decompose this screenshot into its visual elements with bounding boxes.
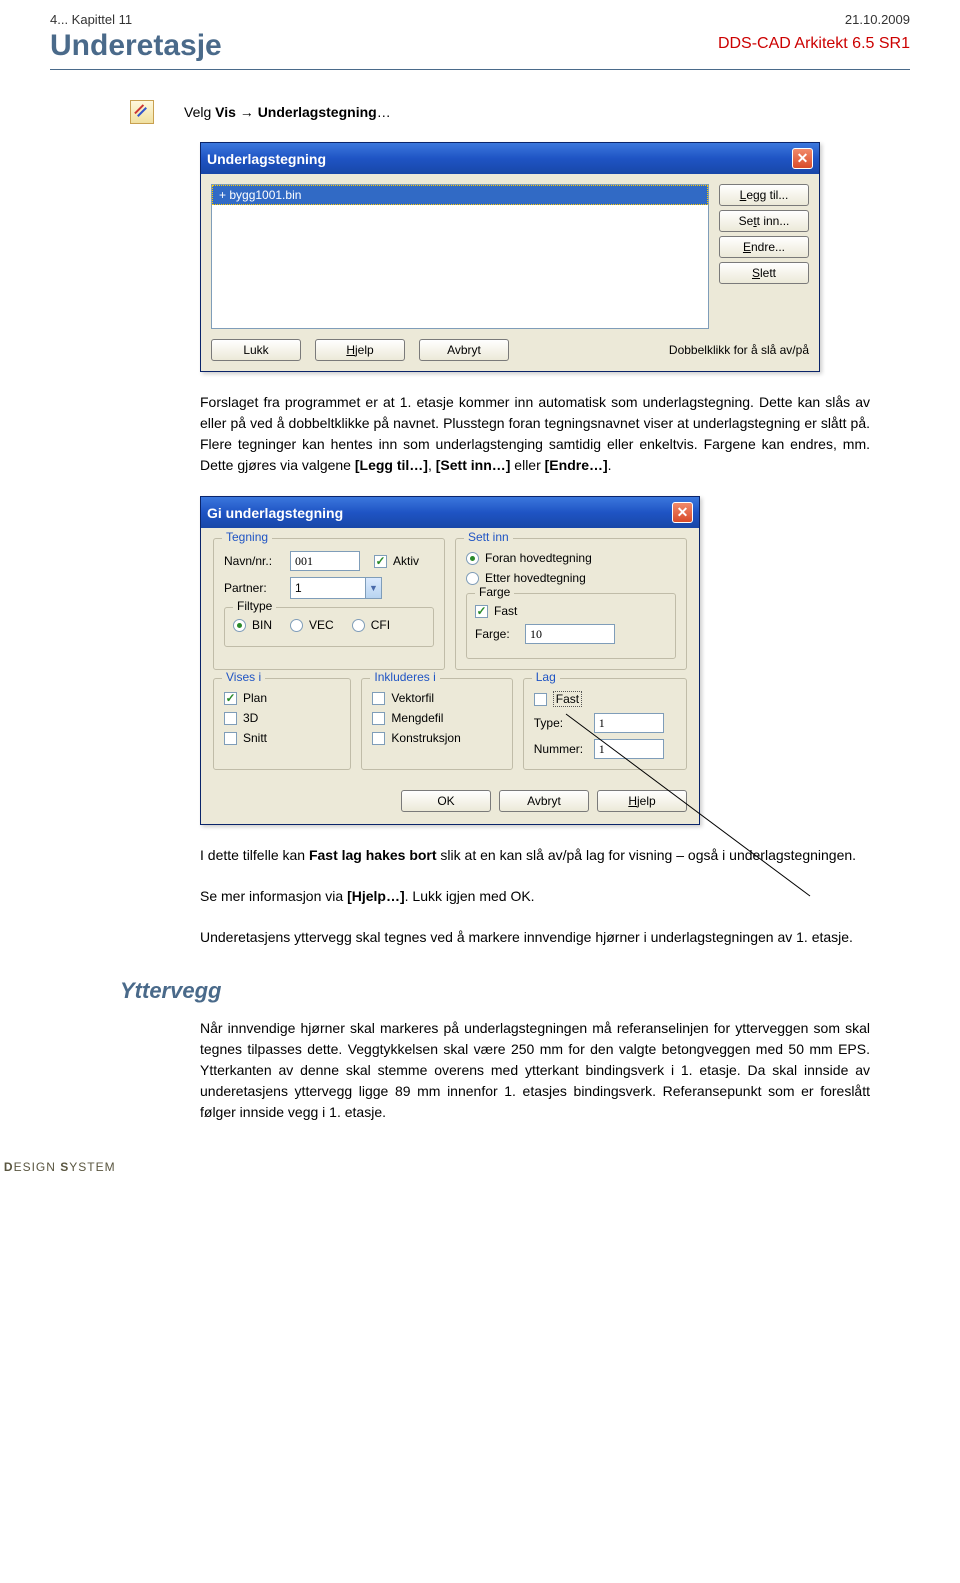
farge-legend: Farge [475, 585, 514, 599]
cfi-radio[interactable] [352, 619, 365, 632]
page-title: Underetasje [50, 29, 222, 63]
ok-button[interactable]: OK [401, 790, 491, 812]
fast-lag-label: Fast [553, 691, 582, 707]
visesi-legend: Vises i [222, 670, 265, 684]
type-input[interactable] [594, 713, 664, 733]
edit-icon [130, 100, 154, 124]
3d-checkbox[interactable] [224, 712, 237, 725]
etter-radio[interactable] [466, 572, 479, 585]
cancel-button[interactable]: Avbryt [419, 339, 509, 361]
file-listbox[interactable]: + bygg1001.bin [211, 184, 709, 329]
snitt-checkbox[interactable] [224, 732, 237, 745]
dialog2-title: Gi underlagstegning [207, 505, 343, 521]
paragraph-1: Forslaget fra programmet er at 1. etasje… [200, 392, 870, 476]
insert-button[interactable]: Sett inn... [719, 210, 809, 232]
cfi-label: CFI [371, 618, 390, 632]
paragraph-5: Når innvendige hjørner skal markeres på … [200, 1018, 870, 1123]
help-button[interactable]: Hjelp [315, 339, 405, 361]
visesi-fieldset: Vises i ✓Plan 3D Snitt [213, 678, 351, 770]
lag-legend: Lag [532, 670, 560, 684]
dialog1-title: Underlagstegning [207, 151, 326, 167]
instr-arrow: → [236, 104, 258, 120]
gi-underlagstegning-dialog: Gi underlagstegning ✕ Tegning Navn/nr.: … [200, 496, 700, 825]
page-subtitle: DDS-CAD Arkitekt 6.5 SR1 [718, 35, 910, 63]
inkluderes-fieldset: Inkluderes i Vektorfil Mengdefil Konstru… [361, 678, 512, 770]
mengdefil-label: Mengdefil [391, 711, 443, 725]
edit-button[interactable]: Endre... [719, 236, 809, 258]
3d-label: 3D [243, 711, 258, 725]
tegning-legend: Tegning [222, 530, 272, 544]
bin-label: BIN [252, 618, 272, 632]
bin-radio[interactable] [233, 619, 246, 632]
farge-label: Farge: [475, 627, 519, 641]
instr-bold1: Vis [215, 104, 236, 120]
footer-note: Dobbelklikk for å slå av/på [669, 343, 809, 357]
type-label: Type: [534, 716, 588, 730]
dialog2-titlebar[interactable]: Gi underlagstegning ✕ [201, 497, 699, 528]
snitt-label: Snitt [243, 731, 267, 745]
inkluderes-legend: Inkluderes i [370, 670, 439, 684]
settinn-fieldset: Sett inn Foran hovedtegning Etter hovedt… [455, 538, 687, 670]
konstruksjon-label: Konstruksjon [391, 731, 460, 745]
farge-fieldset: Farge ✓Fast Farge: [466, 593, 676, 659]
instr-prefix: Velg [184, 104, 215, 120]
page-header: 4... Kapittel 11 21.10.2009 [50, 12, 910, 27]
vec-label: VEC [309, 618, 334, 632]
partner-combo[interactable]: 1 ▼ [290, 577, 382, 599]
footer-logo: DATA DESIGN SYSTEM [0, 1153, 910, 1181]
navn-input[interactable] [290, 551, 360, 571]
filtype-fieldset: Filtype BIN VEC CFI [224, 607, 434, 647]
title-row: Underetasje DDS-CAD Arkitekt 6.5 SR1 [50, 27, 910, 63]
chapter-label: 4... Kapittel 11 [50, 12, 132, 27]
delete-button[interactable]: Slett [719, 262, 809, 284]
instr-suffix: … [377, 104, 391, 120]
tegning-fieldset: Tegning Navn/nr.: ✓ Aktiv Partner: 1 [213, 538, 445, 670]
vec-radio[interactable] [290, 619, 303, 632]
help-button[interactable]: Hjelp [597, 790, 687, 812]
add-button[interactable]: Legg til... [719, 184, 809, 206]
nummer-input[interactable] [594, 739, 664, 759]
etter-label: Etter hovedtegning [485, 571, 586, 585]
fast-farge-label: Fast [494, 604, 517, 618]
dialog1-titlebar[interactable]: Underlagstegning ✕ [201, 143, 819, 174]
paragraph-2: I dette tilfelle kan Fast lag hakes bort… [200, 845, 870, 866]
cancel-button[interactable]: Avbryt [499, 790, 589, 812]
paragraph-3: Se mer informasjon via [Hjelp…]. Lukk ig… [200, 886, 870, 907]
instr-bold2: Underlagstegning [258, 104, 377, 120]
paragraph-4: Underetasjens yttervegg skal tegnes ved … [200, 927, 870, 948]
mengdefil-checkbox[interactable] [372, 712, 385, 725]
vektorfil-checkbox[interactable] [372, 692, 385, 705]
foran-radio[interactable] [466, 552, 479, 565]
farge-input[interactable] [525, 624, 615, 644]
vektorfil-label: Vektorfil [391, 691, 434, 705]
close-icon[interactable]: ✕ [672, 502, 693, 523]
navn-label: Navn/nr.: [224, 554, 284, 568]
header-rule [50, 69, 910, 70]
fast-farge-checkbox[interactable]: ✓ [475, 605, 488, 618]
settinn-legend: Sett inn [464, 530, 513, 544]
instruction-text: Velg Vis → Underlagstegning… [184, 104, 391, 120]
aktiv-checkbox[interactable]: ✓ [374, 555, 387, 568]
partner-label: Partner: [224, 581, 284, 595]
yttervegg-heading: Yttervegg [120, 978, 870, 1004]
foran-label: Foran hovedtegning [485, 551, 592, 565]
plan-label: Plan [243, 691, 267, 705]
underlagstegning-dialog: Underlagstegning ✕ + bygg1001.bin Legg t… [200, 142, 820, 372]
nummer-label: Nummer: [534, 742, 588, 756]
lag-fieldset: Lag Fast Type: Nummer: [523, 678, 687, 770]
konstruksjon-checkbox[interactable] [372, 732, 385, 745]
chevron-down-icon[interactable]: ▼ [365, 578, 381, 598]
list-item[interactable]: + bygg1001.bin [212, 185, 708, 205]
close-icon[interactable]: ✕ [792, 148, 813, 169]
plan-checkbox[interactable]: ✓ [224, 692, 237, 705]
fast-lag-checkbox[interactable] [534, 693, 547, 706]
close-button[interactable]: Lukk [211, 339, 301, 361]
logo-text: DATA DESIGN SYSTEM [0, 1160, 116, 1174]
date-label: 21.10.2009 [845, 12, 910, 27]
aktiv-label: Aktiv [393, 554, 419, 568]
filtype-legend: Filtype [233, 599, 276, 613]
